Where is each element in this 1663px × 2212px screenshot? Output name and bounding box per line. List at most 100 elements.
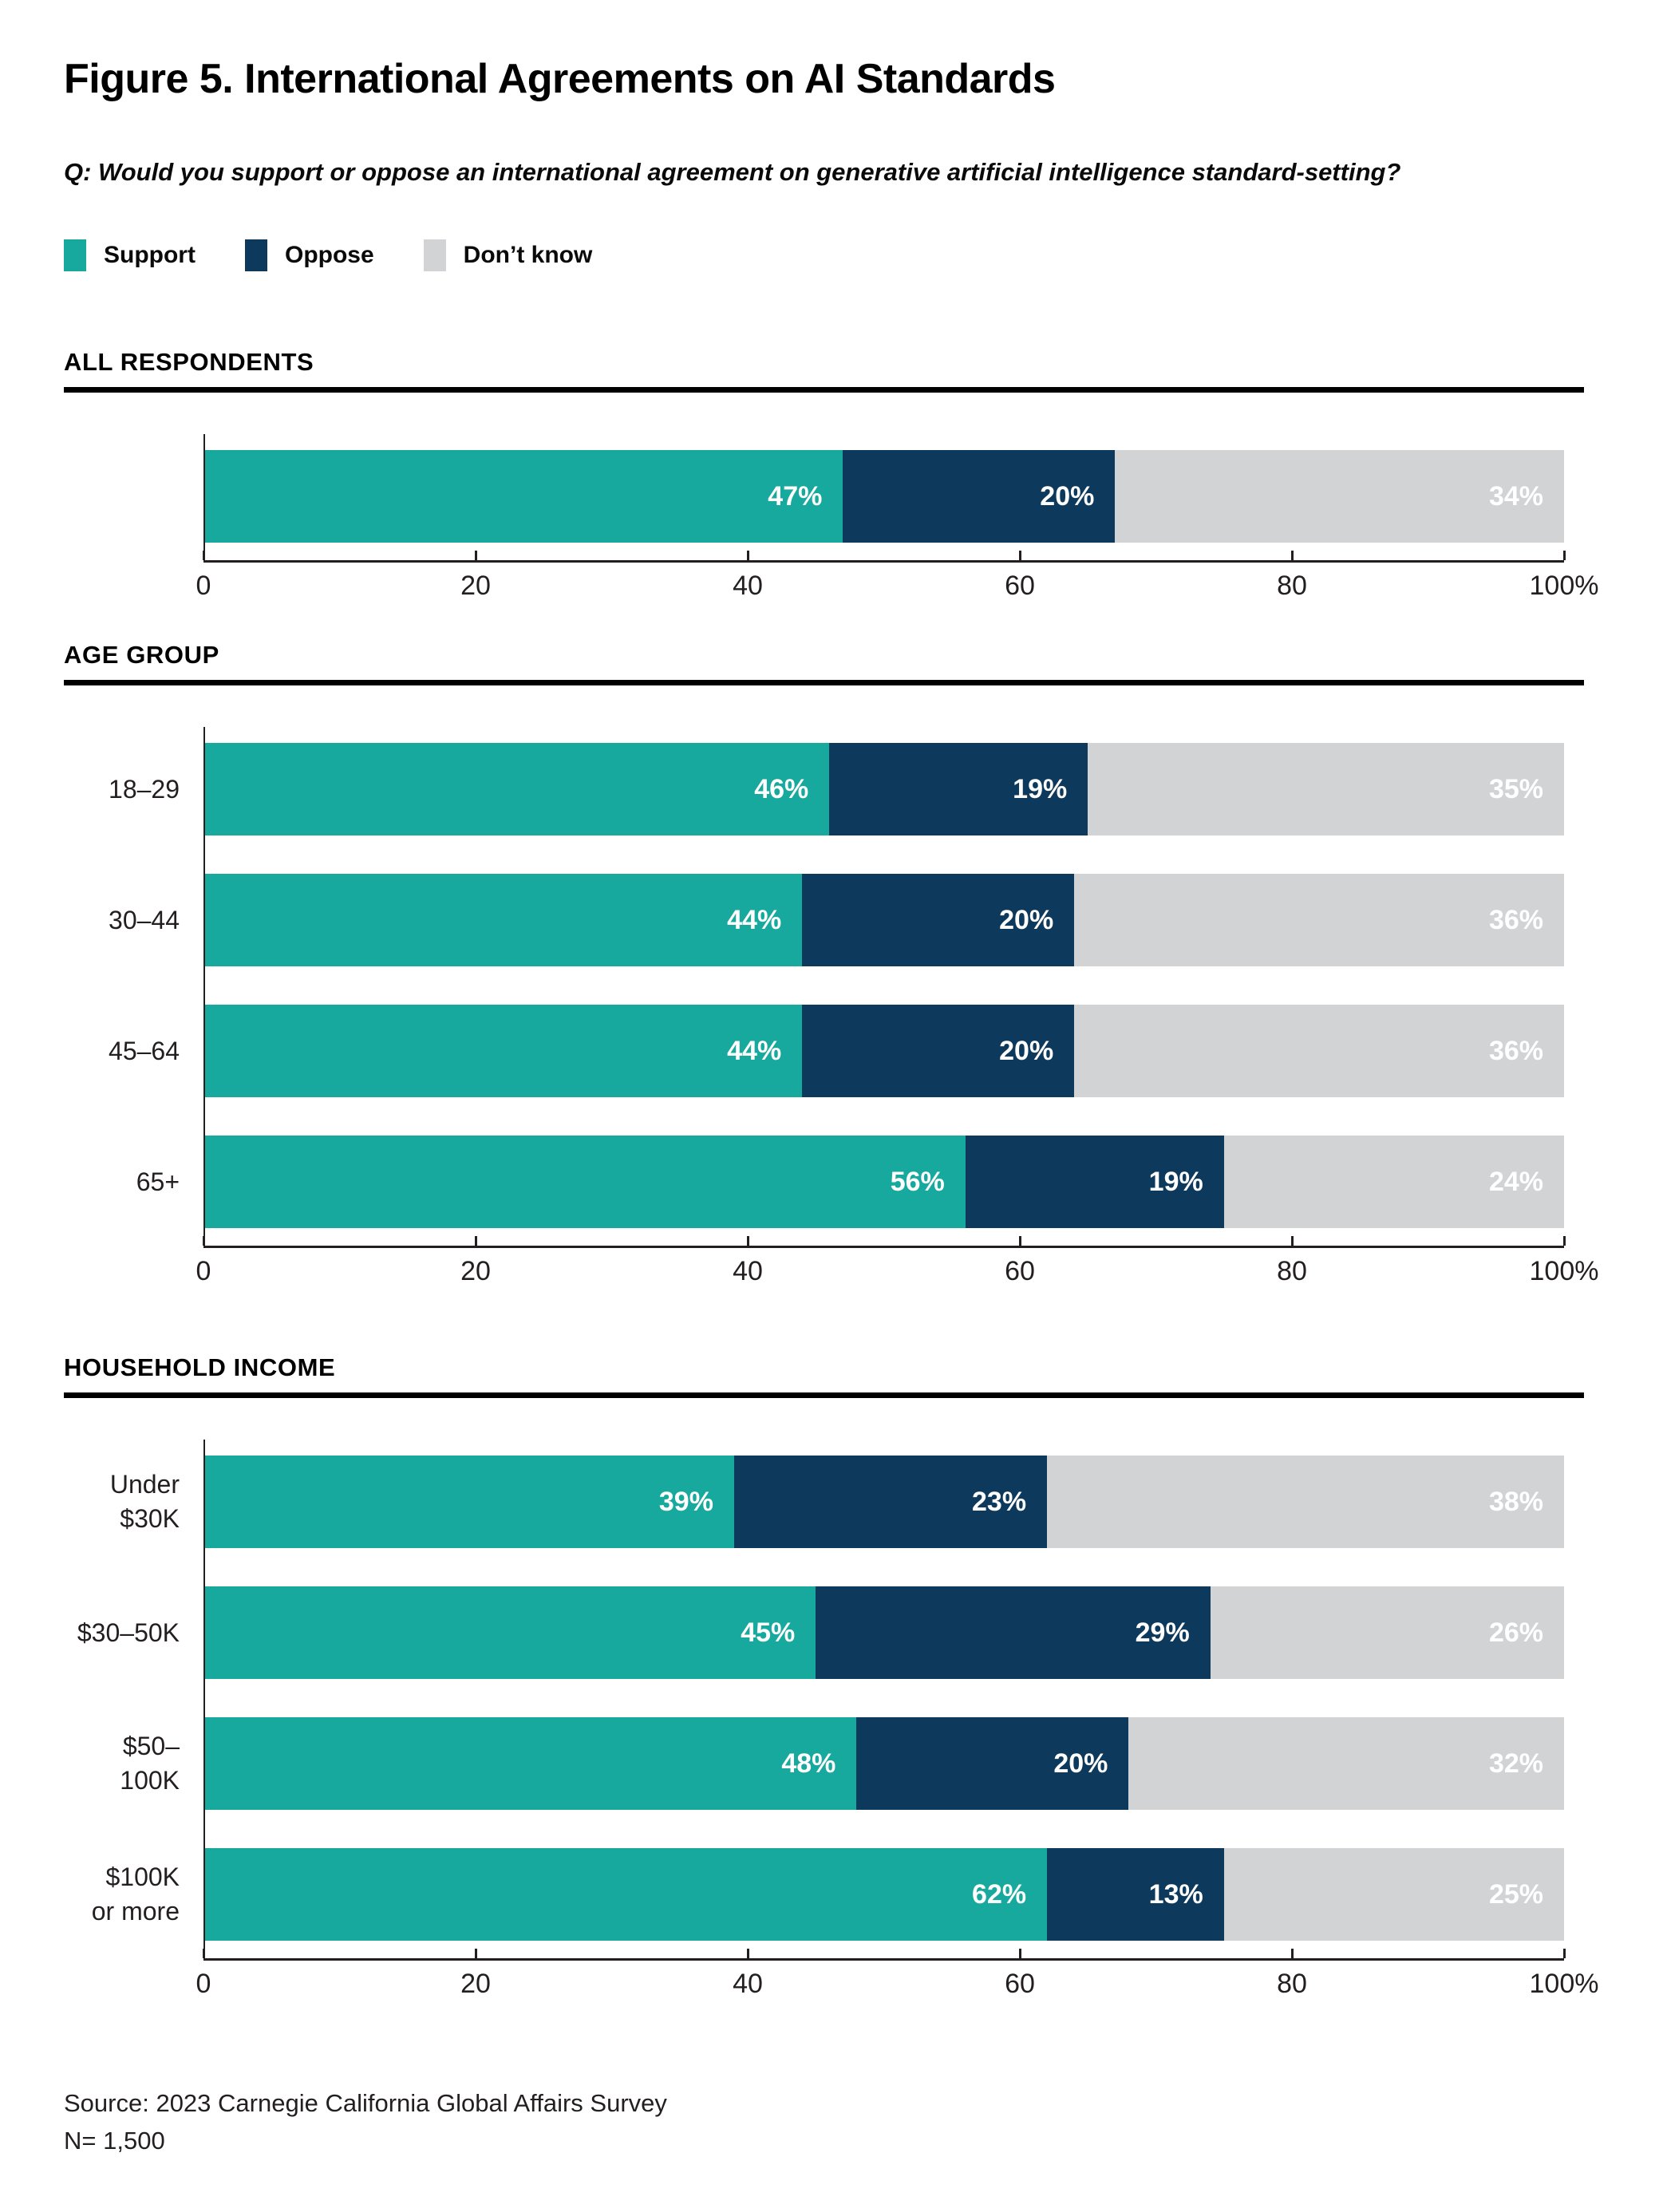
bar-segment-don-t-know: 32% [1128,1717,1564,1811]
bar-segment-support: 44% [203,1005,803,1098]
x-axis-tick-label: 80 [1277,1969,1307,2000]
stacked-bar: 44% 20% 36% [203,874,1564,967]
plot-area: 18–29 46% 19% 35% 30–44 44% 20% 36% 45–64 44% 20% 3… [64,727,1599,1290]
bar-row: $50–100K 48% 20% 32% [64,1717,1584,1811]
legend-swatch-icon [64,239,86,272]
section-rule [64,1392,1584,1399]
bar-segment-support: 44% [203,874,803,967]
value-label: 25% [1488,1878,1543,1910]
bar-segment-support: 48% [203,1717,857,1811]
value-label: 36% [1488,1035,1543,1066]
x-axis-tick [1019,1236,1021,1246]
category-label: $100K or more [91,1862,180,1926]
bar-segment-oppose: 20% [856,1717,1129,1811]
legend-label: Support [104,242,196,269]
bar-segment-support: 46% [203,743,830,836]
x-axis-tick [747,1949,749,1959]
x-axis-tick [1563,1949,1566,1959]
bar-segment-oppose: 19% [965,1136,1224,1229]
stacked-bar: 45% 29% 26% [203,1586,1564,1680]
bar-rows: 47% 20% 34% [64,434,1584,543]
x-axis-tick-label: 60 [1005,1256,1035,1287]
x-axis-tick [1291,1949,1294,1959]
x-axis-tick-labels: 0 20 40 60 80 100% [196,571,1599,604]
x-axis-line [203,1236,1566,1249]
value-label: 24% [1488,1166,1543,1197]
category-label: 65+ [136,1167,180,1196]
legend-item-support: Support [64,239,196,272]
value-label: 19% [1013,773,1068,804]
bar-segment-don-t-know: 25% [1223,1848,1564,1941]
x-axis-tick-label: 0 [196,1969,211,2000]
bar-segment-support: 62% [203,1848,1048,1941]
bar-segment-support: 39% [203,1456,734,1549]
bar-rows: Under $30K 39% 23% 38% $30–50K 45% 29% 26% $50–1… [64,1440,1584,1941]
x-axis-tick-labels: 0 20 40 60 80 100% [196,1256,1599,1290]
x-axis-tick [1019,1949,1021,1959]
plot-area: 47% 20% 34% 0 20 40 60 80 100% [64,434,1599,604]
stacked-bar: 39% 23% 38% [203,1456,1564,1549]
x-axis-tick [475,551,477,561]
value-label: 13% [1148,1878,1203,1910]
stacked-bar: 46% 19% 35% [203,743,1564,836]
legend-item-don-t-know: Don’t know [423,239,593,272]
value-label: 36% [1488,904,1543,935]
bar-row: 30–44 44% 20% 36% [64,874,1584,967]
x-axis-tick [475,1949,477,1959]
stacked-bar: 44% 20% 36% [203,1005,1564,1098]
chart-section-age-group: AGE GROUP 18–29 46% 19% 35% 30–44 44% 20% 36% 45–… [64,641,1599,1290]
legend-swatch-icon [423,239,446,272]
value-label: 20% [1040,480,1095,512]
bar-segment-don-t-know: 34% [1115,450,1564,543]
y-axis-line [203,727,205,1237]
bar-segment-support: 56% [203,1136,966,1229]
bar-row: 47% 20% 34% [64,450,1584,543]
bar-row: $100K or more 62% 13% 25% [64,1848,1584,1941]
x-axis-tick-label: 0 [196,1256,211,1287]
x-axis-tick-label: 100% [1529,1969,1599,2000]
x-axis-tick [747,551,749,561]
value-label: 20% [999,1035,1054,1066]
value-label: 62% [972,1878,1027,1910]
bar-segment-oppose: 20% [802,874,1075,967]
y-axis-line [203,1440,205,1949]
charts-container: ALL RESPONDENTS 47% 20% 34% 0 20 40 60 80 100% AGE… [64,348,1599,2002]
stacked-bar: 56% 19% 24% [203,1136,1564,1229]
value-label: 45% [741,1617,796,1648]
legend-item-oppose: Oppose [244,239,374,272]
bar-segment-oppose: 13% [1047,1848,1224,1941]
value-label: 39% [658,1486,713,1517]
x-axis-tick [1563,551,1566,561]
x-axis-tick-label: 20 [460,571,491,602]
bar-segment-oppose: 29% [816,1586,1211,1680]
category-label: 45–64 [109,1036,180,1065]
bar-segment-oppose: 19% [829,743,1088,836]
plot-area: Under $30K 39% 23% 38% $30–50K 45% 29% 26% $50–1… [64,1440,1598,2002]
value-label: 26% [1488,1617,1543,1648]
value-label: 23% [972,1486,1027,1517]
value-label: 32% [1488,1748,1543,1779]
section-rule [64,680,1584,686]
bar-rows: 18–29 46% 19% 35% 30–44 44% 20% 36% 45–64 44% 20% 3… [64,727,1584,1229]
bar-row: 45–64 44% 20% 36% [64,1005,1584,1098]
value-label: 19% [1148,1166,1203,1197]
x-axis-tick [1291,1236,1294,1246]
value-label: 46% [754,773,809,804]
bar-segment-support: 45% [203,1586,816,1680]
figure-title: Figure 5. International Agreements on AI… [64,56,1056,102]
bar-segment-don-t-know: 36% [1074,1005,1564,1098]
stacked-bar: 48% 20% 32% [203,1717,1564,1811]
legend-swatch-icon [244,239,267,272]
x-axis-tick-label: 0 [196,571,211,602]
category-label: $50–100K [120,1731,180,1795]
x-axis-tick [475,1236,477,1246]
legend-label: Don’t know [463,242,593,269]
bar-segment-support: 47% [203,450,843,543]
x-axis-tick [203,1236,205,1246]
sample-size-line: N= 1,500 [64,2126,165,2155]
x-axis-tick-label: 80 [1277,1256,1307,1287]
value-label: 20% [1053,1748,1108,1779]
bar-segment-don-t-know: 35% [1088,743,1564,836]
value-label: 20% [999,904,1054,935]
